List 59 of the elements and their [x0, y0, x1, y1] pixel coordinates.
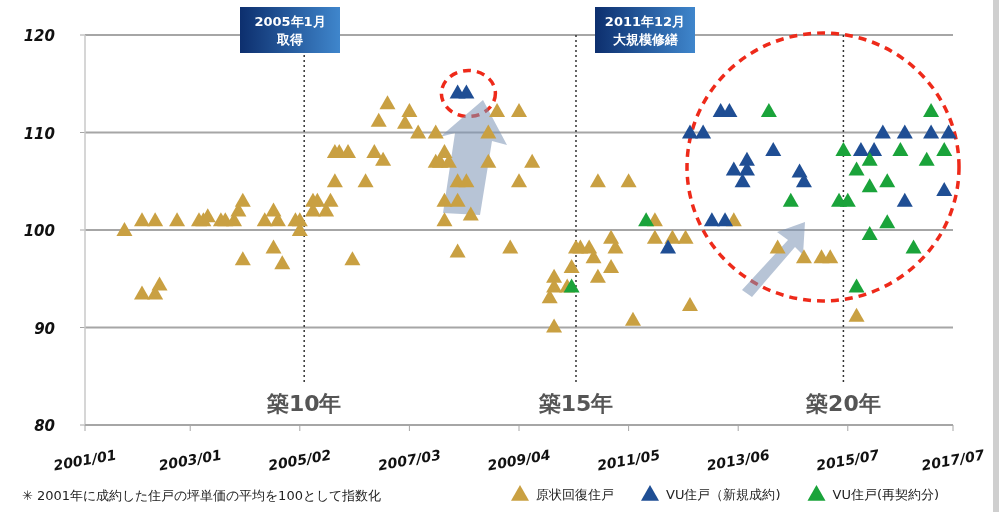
x-tick-label: 2009/04: [486, 446, 552, 474]
point: [734, 173, 751, 188]
point: [725, 161, 742, 176]
text: 2011年12月: [604, 14, 686, 29]
legend-label: 原状回復住戸: [536, 487, 614, 502]
point: [782, 192, 799, 207]
point: [923, 124, 940, 139]
x-tick-label: 2003/01: [157, 446, 223, 474]
y-tick-label: 100: [23, 222, 55, 240]
x-tick-label: 2017/07: [920, 446, 986, 474]
point: [861, 225, 878, 240]
point: [861, 178, 878, 193]
point: [695, 124, 712, 139]
y-tick-label: 80: [34, 417, 55, 435]
point: [703, 212, 720, 227]
ref-line-label: 築15年: [537, 391, 614, 416]
point: [835, 142, 852, 157]
point: [848, 278, 865, 293]
point: [848, 161, 865, 176]
point: [936, 182, 953, 197]
point: [940, 124, 957, 139]
point: [717, 212, 734, 227]
point: [760, 103, 777, 118]
x-tick-label: 2011/05: [595, 446, 662, 474]
annotation: 大規模修繕: [612, 32, 678, 47]
text: ✳ 2001年に成約した住戸の坪単価の平均を100として指数化: [22, 488, 381, 503]
point: [874, 124, 891, 139]
point: [660, 239, 677, 254]
ref-line-label: 築10年: [265, 391, 342, 416]
x-tick-label: 2007/03: [376, 446, 443, 474]
point: [892, 142, 909, 157]
x-tick-label: 2005/02: [267, 446, 333, 474]
point: [681, 124, 698, 139]
point: [638, 212, 655, 227]
legend-label: VU住戸(再契約分): [832, 487, 940, 502]
x-tick-label: 2013/06: [705, 446, 772, 474]
point: [905, 239, 922, 254]
point: [918, 151, 935, 166]
x-tick-label: 2015/07: [815, 446, 881, 474]
point: [765, 142, 782, 157]
annotation: 取得: [276, 32, 303, 47]
point: [879, 214, 896, 229]
legend-label: VU住戸（新規成約): [666, 487, 781, 502]
ref-line-label: 築20年: [805, 391, 881, 416]
x-tick-label: 2001/01: [52, 446, 118, 474]
point: [936, 142, 953, 157]
y-tick-label: 110: [23, 124, 55, 143]
point: [738, 151, 755, 166]
point: [563, 278, 580, 293]
point: [896, 124, 913, 139]
point: [861, 151, 878, 166]
point: [879, 173, 896, 188]
y-tick-label: 90: [34, 319, 55, 338]
point: [896, 192, 913, 207]
point: [852, 142, 869, 157]
y-tick-label: 120: [23, 27, 55, 45]
point: [839, 192, 856, 207]
text: 2005年1月: [254, 14, 326, 29]
point: [923, 103, 940, 118]
